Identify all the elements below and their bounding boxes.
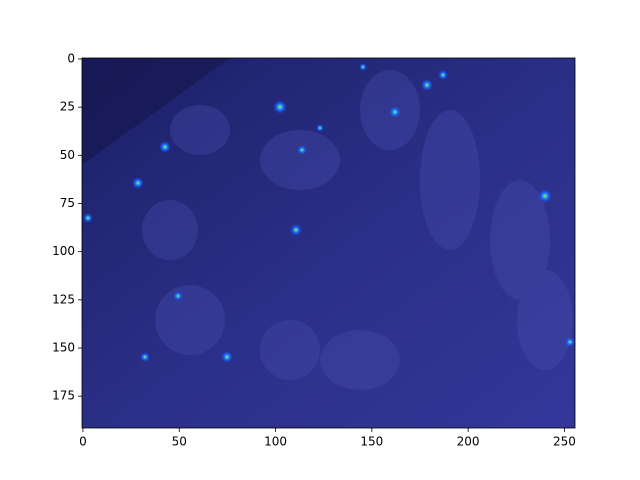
y-tick-label: 150 bbox=[52, 341, 75, 355]
y-tick-label: 125 bbox=[52, 292, 75, 306]
x-tick-label: 50 bbox=[172, 435, 187, 449]
x-tick-label: 200 bbox=[457, 435, 480, 449]
y-tick-label: 100 bbox=[52, 244, 75, 258]
image bbox=[82, 58, 575, 428]
image-area bbox=[81, 57, 576, 429]
y-tick-label: 175 bbox=[52, 389, 75, 403]
y-tick-label: 25 bbox=[60, 100, 75, 114]
x-tick-label: 0 bbox=[79, 435, 87, 449]
x-tick-label: 100 bbox=[264, 435, 287, 449]
crowd-texture bbox=[142, 70, 573, 390]
x-tick-label: 150 bbox=[360, 435, 383, 449]
x-tick-label: 250 bbox=[553, 435, 576, 449]
y-tick-label: 0 bbox=[67, 51, 75, 65]
y-tick-label: 50 bbox=[60, 148, 75, 162]
axes-frame bbox=[81, 57, 576, 429]
wall-shadow bbox=[82, 58, 230, 165]
heat-spots bbox=[83, 63, 575, 363]
y-tick-label: 75 bbox=[60, 196, 75, 210]
